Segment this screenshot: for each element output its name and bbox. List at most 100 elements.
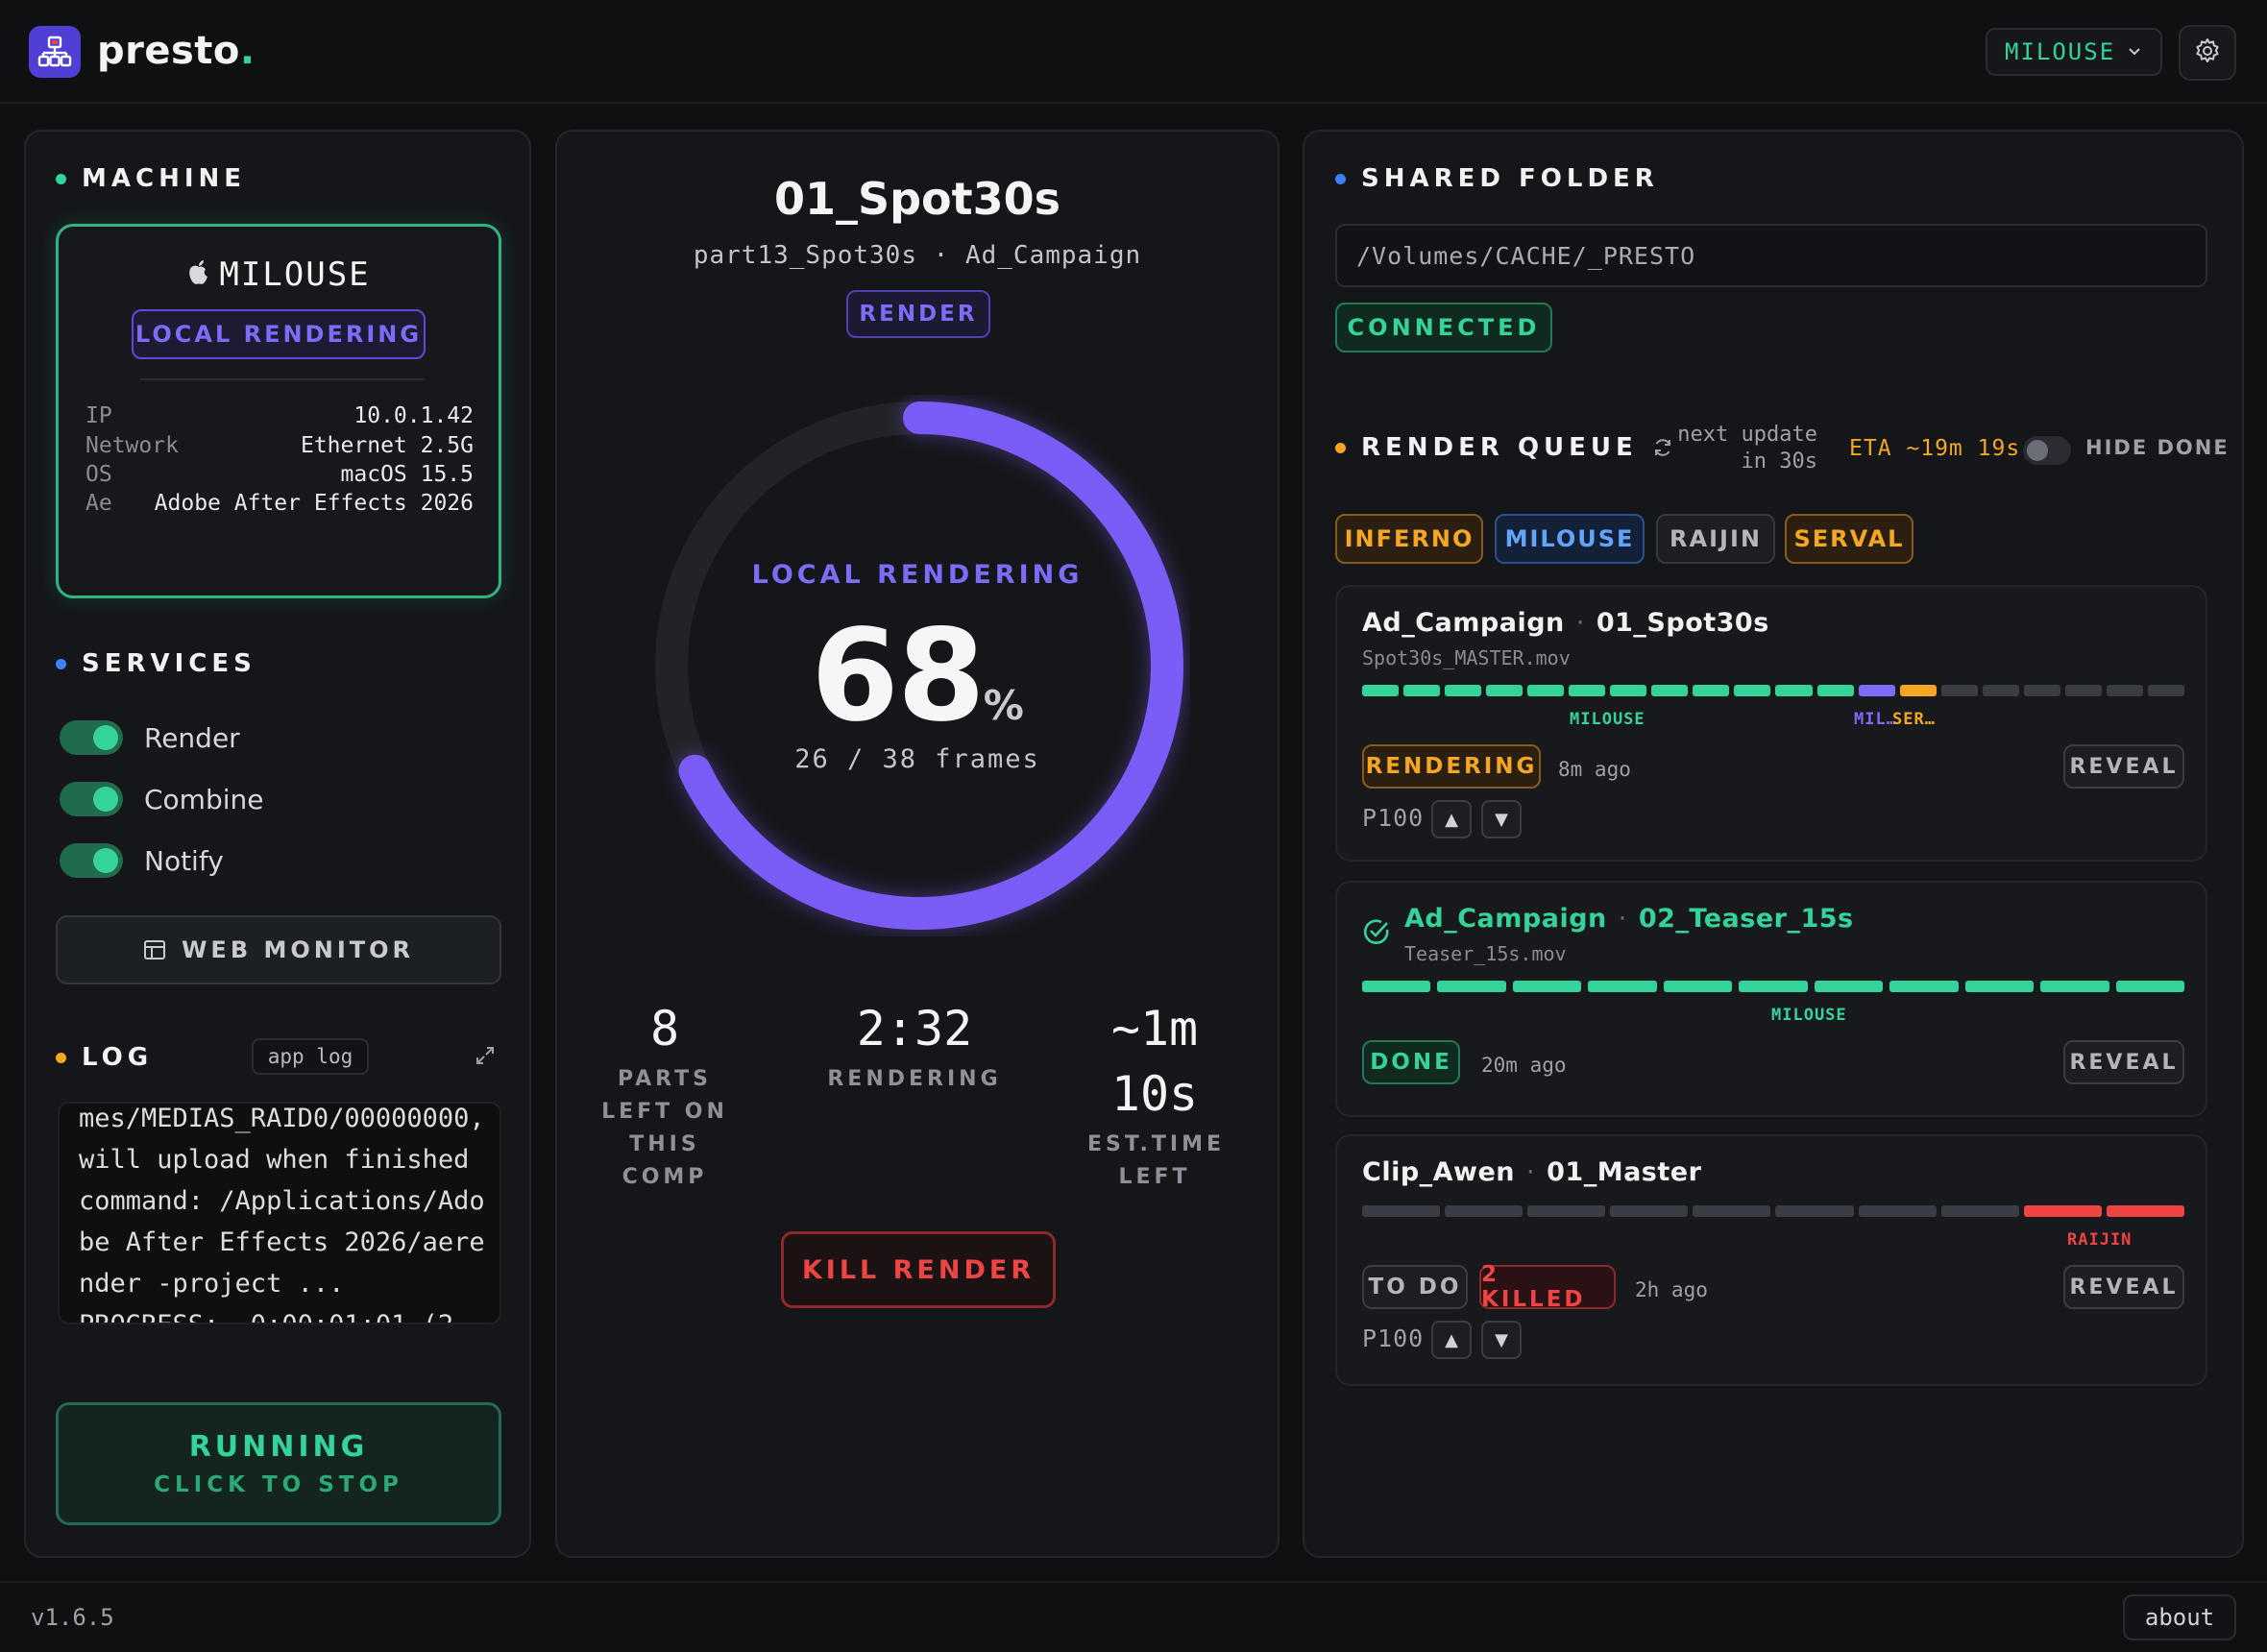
reveal-button[interactable]: REVEAL	[2063, 1265, 2184, 1309]
status-dot	[56, 658, 66, 669]
status-dot	[56, 1052, 66, 1063]
job-comp: 01_Spot30s	[1596, 608, 1769, 638]
web-monitor-label: WEB MONITOR	[181, 936, 415, 963]
stat-parts-left: 8 PARTS LEFT ON THIS COMP	[588, 996, 742, 1194]
filter-chip-milouse[interactable]: MILOUSE	[1495, 514, 1645, 564]
shared-folder-section-title: SHARED FOLDER	[1335, 164, 1659, 193]
apple-icon	[186, 257, 211, 296]
kill-render-button[interactable]: KILL RENDER	[781, 1231, 1056, 1308]
hide-done-label: HIDE DONE	[2085, 436, 2230, 459]
spec-value: 10.0.1.42	[353, 403, 474, 428]
hide-done-toggle[interactable]	[2023, 436, 2071, 465]
log-output[interactable]: mes/MEDIAS_RAID0/00000000, will upload w…	[58, 1102, 501, 1324]
percent-unit: %	[983, 682, 1024, 729]
window-icon	[143, 938, 166, 961]
job-time-ago: 2h ago	[1635, 1278, 1708, 1301]
services-section-title: SERVICES	[56, 649, 256, 678]
render-toggle[interactable]	[60, 720, 123, 755]
priority-down-button[interactable]: ▼	[1481, 1321, 1522, 1359]
spec-row-ip: IP 10.0.1.42	[85, 403, 474, 432]
segment-label: MIL…	[1854, 710, 1897, 729]
service-label: Render	[144, 721, 240, 754]
logo-dot: .	[239, 29, 256, 73]
machine-section-title: MACHINE	[56, 164, 246, 193]
divider	[139, 378, 424, 380]
spec-value: Adobe After Effects 2026	[154, 491, 474, 516]
spec-value: macOS 15.5	[340, 462, 474, 487]
spec-row-network: Network Ethernet 2.5G	[85, 433, 474, 462]
queue-job-card: Ad_Campaign · 01_Spot30s Spot30s_MASTER.mo…	[1335, 585, 2207, 862]
render-badge: RENDER	[846, 290, 990, 338]
priority-up-button[interactable]: ▲	[1431, 800, 1472, 838]
render-queue-title: RENDER QUEUE	[1361, 433, 1638, 462]
log-section-title: LOG	[56, 1043, 153, 1072]
percent-value: 68	[811, 602, 986, 750]
machine-select[interactable]: MILOUSE	[1986, 28, 2162, 76]
spec-row-os: OS macOS 15.5	[85, 462, 474, 491]
gear-icon	[2193, 36, 2222, 69]
stat-label: RENDERING	[827, 1067, 1002, 1091]
about-button[interactable]: about	[2123, 1594, 2236, 1640]
version-label: v1.6.5	[31, 1604, 114, 1631]
service-notify: Notify	[60, 841, 224, 880]
stat-est-time: ~1m 10s EST.TIME LEFT	[1087, 996, 1222, 1194]
next-update-text: next update in 30s	[1677, 423, 1817, 474]
job-project: Ad_Campaign	[1404, 904, 1607, 934]
job-comp: 02_Teaser_15s	[1638, 904, 1854, 934]
render-panel: 01_Spot30s part13_Spot30s · Ad_Campaign …	[555, 130, 1280, 1558]
queue-job-card: Ad_Campaign · 02_Teaser_15s Teaser_15s.mov…	[1335, 881, 2207, 1117]
job-file: Spot30s_MASTER.mov	[1362, 646, 1571, 669]
job-title: Clip_Awen · 01_Master	[1362, 1157, 1702, 1187]
spec-row-ae: Ae Adobe After Effects 2026	[85, 491, 474, 520]
status-dot	[56, 173, 66, 184]
reveal-button[interactable]: REVEAL	[2063, 744, 2184, 789]
running-label: RUNNING	[188, 1430, 369, 1464]
machine-title: MACHINE	[82, 164, 247, 193]
status-dot	[1335, 442, 1346, 453]
queue-panel: SHARED FOLDER /Volumes/CACHE/_PRESTO CON…	[1303, 130, 2244, 1558]
spec-value: Ethernet 2.5G	[300, 433, 474, 458]
chevron-down-icon	[2126, 41, 2143, 68]
refresh-icon[interactable]	[1651, 436, 1674, 459]
settings-button[interactable]	[2179, 25, 2236, 81]
status-badge: TO DO	[1362, 1265, 1468, 1309]
filter-chip-inferno[interactable]: INFERNO	[1335, 514, 1483, 564]
reveal-button[interactable]: REVEAL	[2063, 1040, 2184, 1084]
service-label: Combine	[144, 783, 264, 815]
expand-icon[interactable]	[474, 1044, 497, 1071]
caret-down-icon: ▼	[1495, 1329, 1508, 1350]
status-badge: DONE	[1362, 1040, 1460, 1084]
priority-down-button[interactable]: ▼	[1481, 800, 1522, 838]
job-title: Ad_Campaign · 01_Spot30s	[1362, 608, 1769, 638]
filter-chip-raijin[interactable]: RAIJIN	[1656, 514, 1775, 564]
web-monitor-button[interactable]: WEB MONITOR	[56, 915, 501, 984]
filter-chip-serval[interactable]: SERVAL	[1785, 514, 1914, 564]
progress-ring	[655, 401, 1183, 930]
service-render: Render	[60, 718, 240, 757]
machine-name-row: MILOUSE	[59, 255, 499, 296]
priority-label: P100	[1362, 804, 1425, 832]
notify-toggle[interactable]	[60, 843, 123, 878]
running-toggle-button[interactable]: RUNNING CLICK TO STOP	[56, 1402, 501, 1525]
combine-toggle[interactable]	[60, 782, 123, 816]
services-title: SERVICES	[82, 649, 256, 678]
connection-status-badge: CONNECTED	[1335, 303, 1552, 352]
priority-up-button[interactable]: ▲	[1431, 1321, 1472, 1359]
stat-rendering: 2:32 RENDERING	[809, 996, 1020, 1096]
job-comp: 01_Master	[1547, 1157, 1702, 1187]
caret-down-icon: ▼	[1495, 809, 1508, 830]
service-combine: Combine	[60, 780, 263, 818]
job-time-ago: 8m ago	[1558, 758, 1631, 781]
machine-card: MILOUSE LOCAL RENDERING IP 10.0.1.42 Netw…	[56, 224, 501, 598]
logo-text: presto	[97, 29, 240, 73]
segment-label: MILOUSE	[1771, 1006, 1847, 1025]
machine-name: MILOUSE	[219, 255, 371, 294]
machine-select-value: MILOUSE	[2005, 38, 2116, 65]
log-text: mes/MEDIAS_RAID0/00000000, will upload w…	[79, 1104, 485, 1323]
priority-label: P100	[1362, 1324, 1425, 1352]
app-log-toggle[interactable]: app log	[252, 1038, 369, 1075]
killed-badge: 2 KILLED	[1479, 1262, 1616, 1312]
stat-label: EST.TIME LEFT	[1087, 1132, 1226, 1189]
segment-bar	[1362, 685, 2184, 696]
shared-folder-path-input[interactable]: /Volumes/CACHE/_PRESTO	[1335, 224, 2207, 287]
